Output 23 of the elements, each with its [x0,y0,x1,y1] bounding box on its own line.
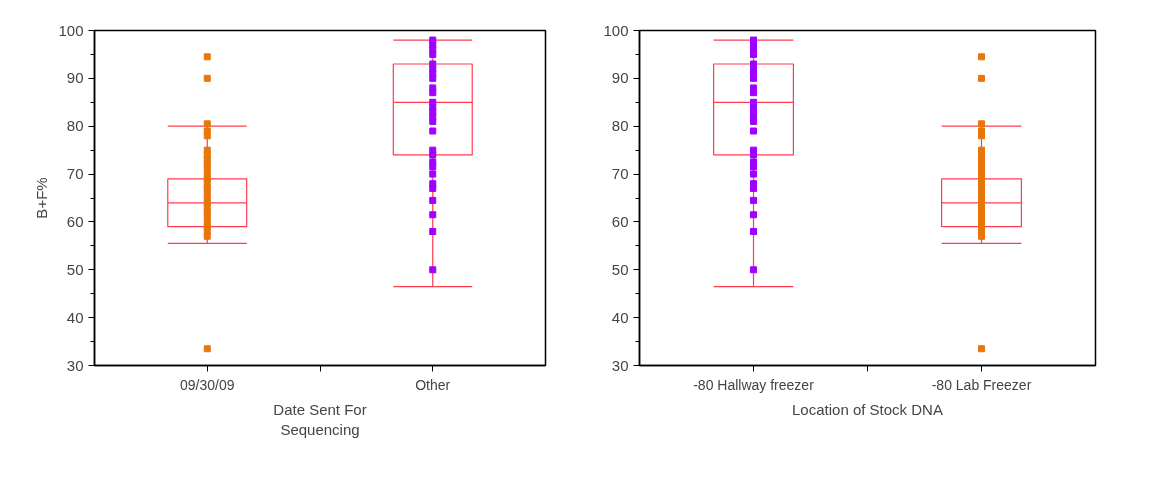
y-tick-label: 90 [611,69,629,87]
y-tick-label: 70 [66,165,84,183]
y-tick-label: 40 [66,308,84,326]
y-tick-label: 50 [66,260,84,278]
y-tick-label: 100 [58,21,84,39]
y-tick-label: 90 [66,69,84,87]
y-tick-label: 60 [611,212,629,230]
y-tick-label: 30 [66,356,84,374]
y-axis-title: B+F% [33,177,51,219]
y-tick-label: 30 [611,356,629,374]
x-axis-title: Date Sent For Sequencing [273,400,367,438]
x-tick-label: 09/30/09 [180,376,235,393]
y-tick-label: 100 [603,21,629,39]
x-tick-label: -80 Lab Freezer [931,376,1032,393]
x-tick-label: Other [415,376,451,393]
x-tick-label: -80 Hallway freezer [693,376,815,393]
y-tick-label: 80 [611,117,629,135]
x-axis-title: Location of Stock DNA [792,400,943,418]
y-tick-label: 50 [611,260,629,278]
y-tick-label: 80 [66,117,84,135]
y-tick-label: 70 [611,165,629,183]
y-tick-label: 60 [66,212,84,230]
y-tick-label: 40 [611,308,629,326]
